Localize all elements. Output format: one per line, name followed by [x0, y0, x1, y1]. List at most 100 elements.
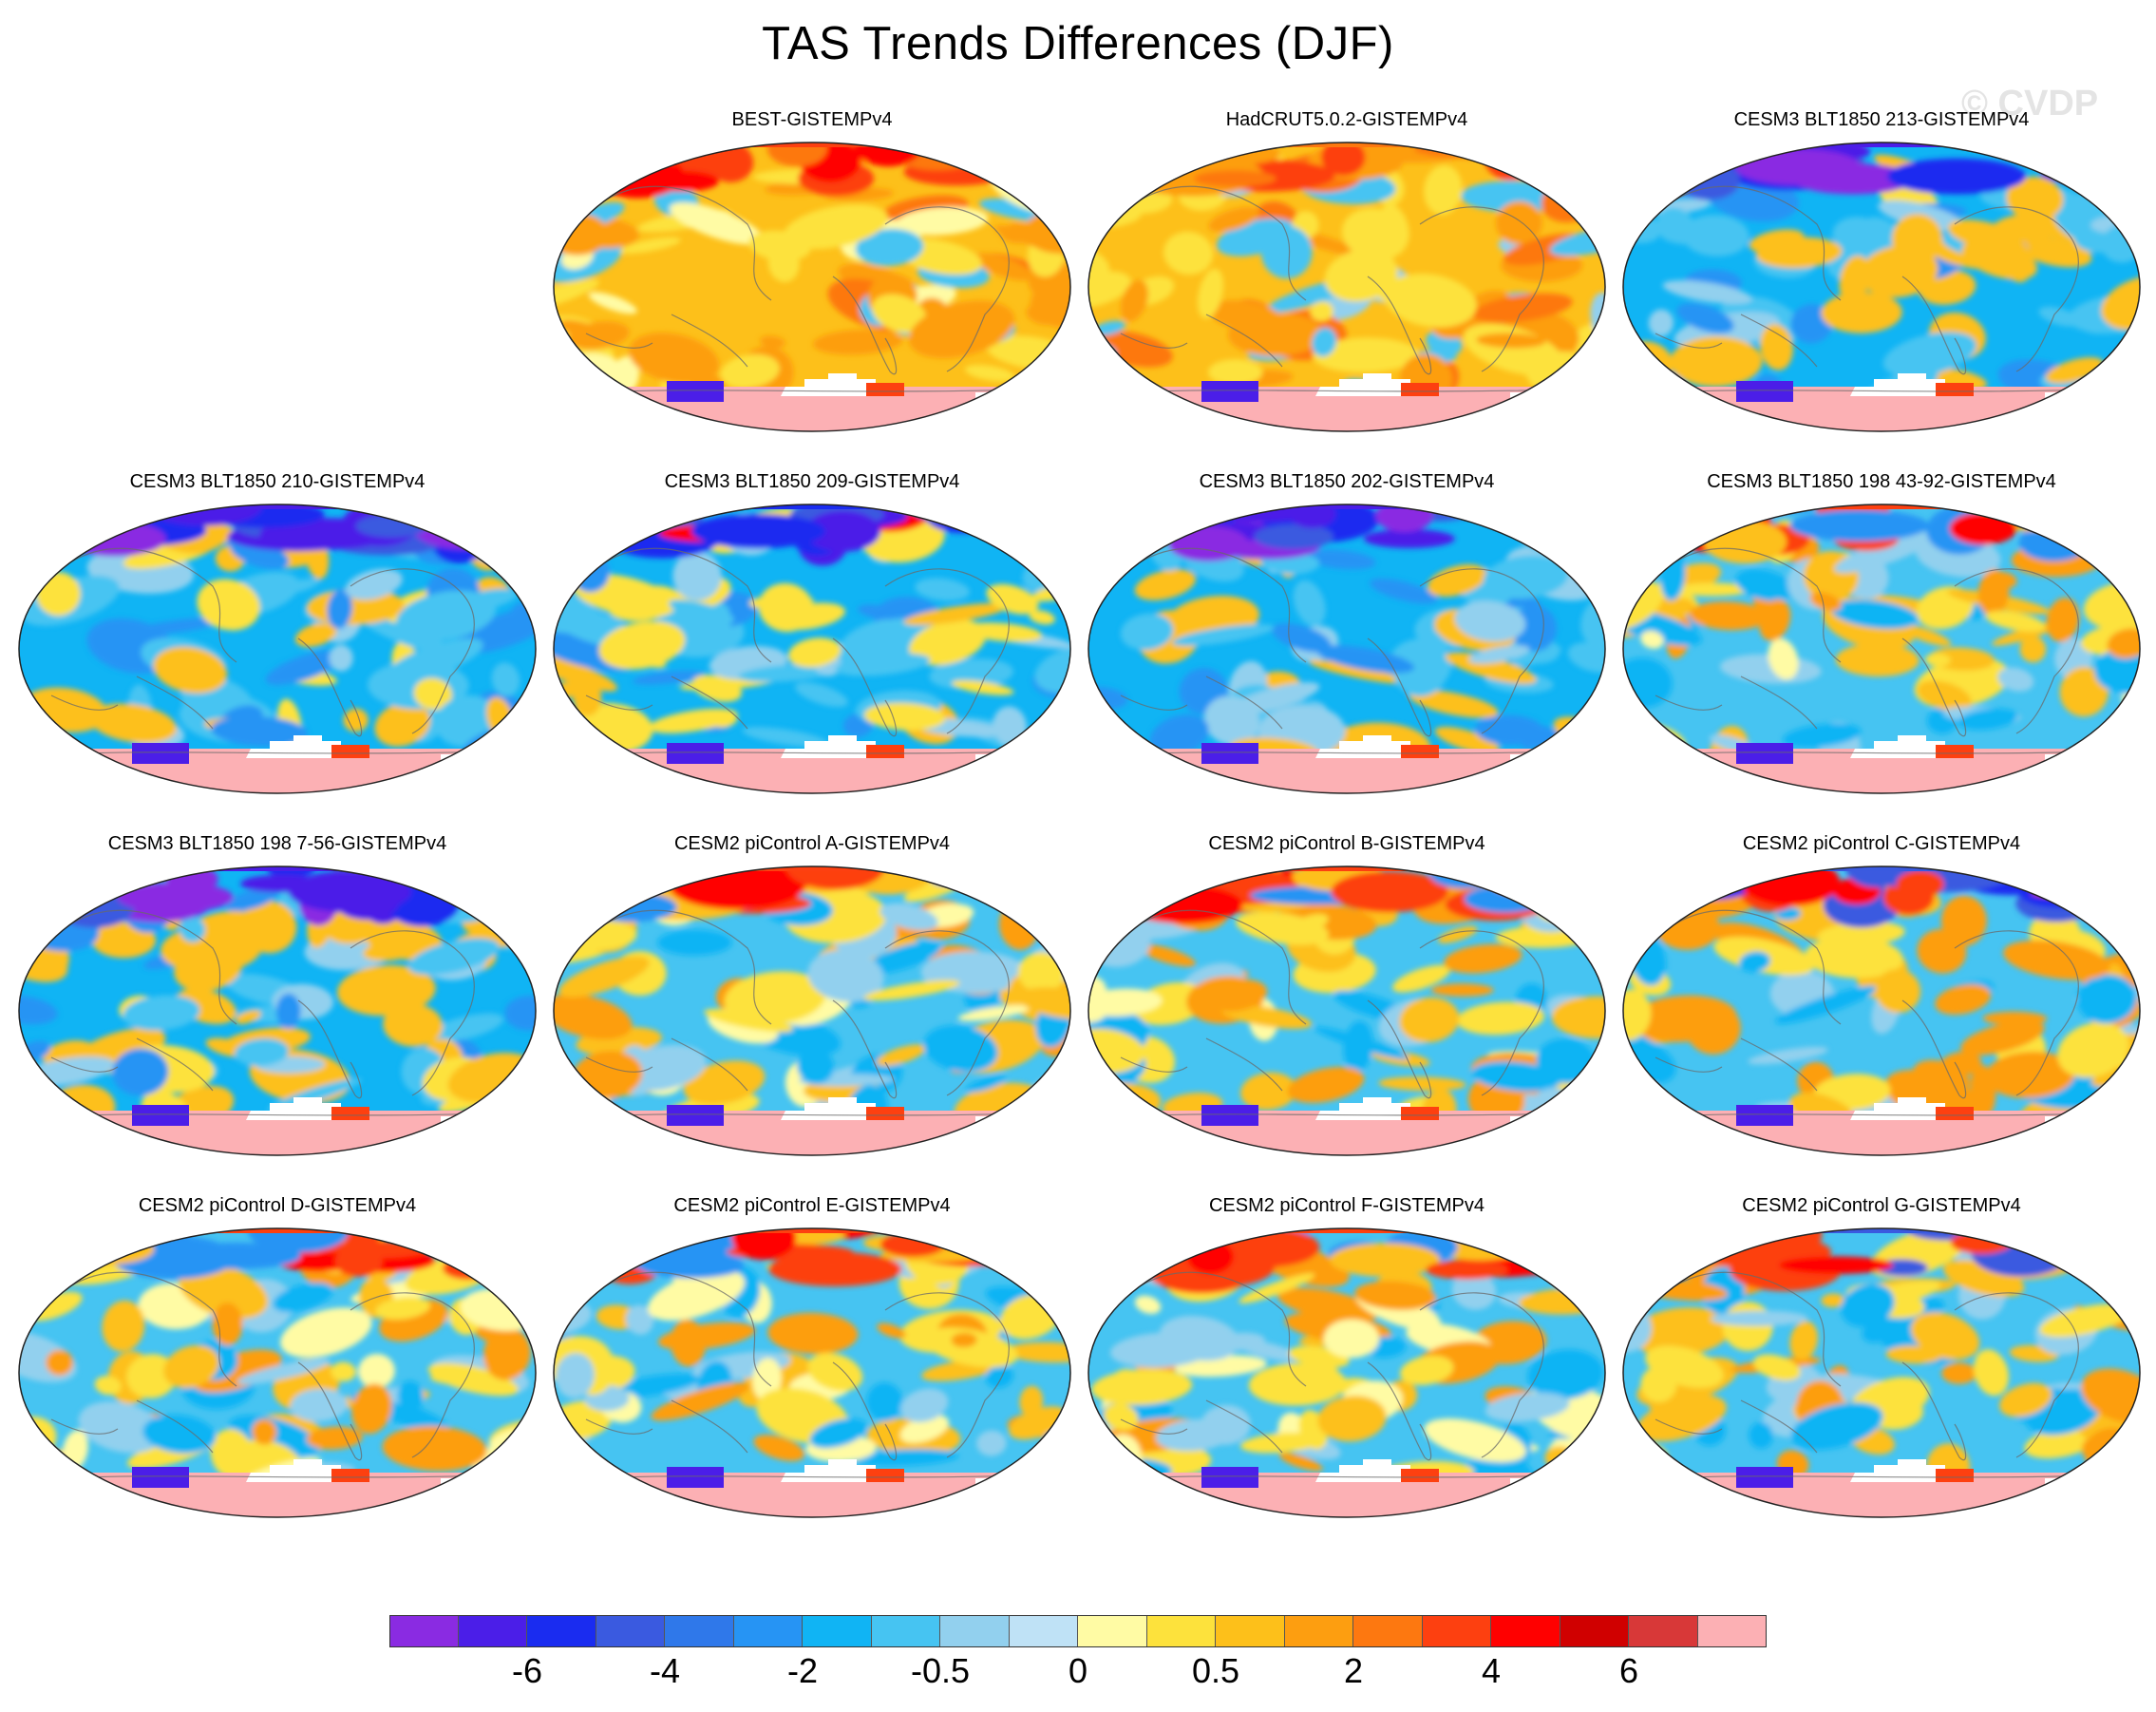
colorbar-tick-label: -4	[649, 1651, 681, 1690]
panel-title: CESM3 BLT1850 202-GISTEMPv4	[1199, 471, 1495, 492]
map-panel: CESM2 piControl A-GISTEMPv4	[544, 833, 1080, 1161]
colorbar-box	[527, 1615, 596, 1647]
global-map	[553, 866, 1071, 1156]
map-outline	[18, 504, 537, 794]
map-outline	[1622, 504, 2141, 794]
global-map	[1087, 504, 1606, 794]
global-map	[1622, 504, 2141, 794]
map-panel: CESM2 piControl F-GISTEMPv4	[1079, 1195, 1615, 1523]
global-map	[553, 1227, 1071, 1518]
global-map	[18, 866, 537, 1156]
temperature-field	[1623, 143, 2140, 431]
colorbar-box	[1146, 1615, 1216, 1647]
global-map	[1087, 142, 1606, 432]
colorbar-box	[1629, 1615, 1698, 1647]
colorbar-box	[596, 1615, 665, 1647]
map-panel: CESM2 piControl D-GISTEMPv4	[9, 1195, 545, 1523]
map-outline	[1622, 142, 2141, 432]
map-outline	[1622, 866, 2141, 1156]
panel-title: CESM2 piControl C-GISTEMPv4	[1742, 833, 2021, 854]
map-panel-grid: BEST-GISTEMPv4 HadCRUT5.0.2-GISTEMPv4 CESM…	[9, 109, 2149, 1523]
global-map	[553, 504, 1071, 794]
colorbar-box	[1216, 1615, 1285, 1647]
panel-title: CESM3 BLT1850 210-GISTEMPv4	[129, 471, 426, 492]
temperature-field	[1623, 866, 2140, 1155]
temperature-field	[19, 1228, 536, 1517]
colorbar-box	[665, 1615, 734, 1647]
figure-title: TAS Trends Differences (DJF)	[762, 18, 1394, 69]
global-map	[1622, 142, 2141, 432]
map-panel: CESM3 BLT1850 209-GISTEMPv4	[544, 471, 1080, 799]
colorbar-tick-label: 0	[1068, 1651, 1088, 1690]
map-outline	[1087, 1227, 1606, 1518]
temperature-field	[554, 504, 1070, 793]
temperature-field	[1088, 1228, 1605, 1517]
colorbar-box	[389, 1615, 459, 1647]
colorbar-tick-label: 4	[1481, 1651, 1502, 1690]
map-outline	[553, 1227, 1071, 1518]
colorbar-box	[1491, 1615, 1560, 1647]
temperature-field	[1623, 1228, 2140, 1517]
map-outline	[18, 866, 537, 1156]
colorbar-box	[1560, 1615, 1629, 1647]
panel-title: CESM2 piControl G-GISTEMPv4	[1742, 1195, 2021, 1216]
colorbar-box	[1284, 1615, 1353, 1647]
temperature-field	[19, 866, 536, 1155]
global-map	[1087, 866, 1606, 1156]
map-outline	[553, 142, 1071, 432]
panel-title: CESM2 piControl F-GISTEMPv4	[1208, 1195, 1485, 1216]
map-panel: CESM3 BLT1850 202-GISTEMPv4	[1079, 471, 1615, 799]
map-panel: CESM3 BLT1850 213-GISTEMPv4	[1614, 109, 2149, 437]
colorbar-box	[940, 1615, 1010, 1647]
panel-title: CESM3 BLT1850 209-GISTEMPv4	[664, 471, 960, 492]
colorbar	[389, 1615, 1767, 1647]
colorbar-tick-label: -0.5	[910, 1651, 971, 1690]
temperature-field	[554, 143, 1070, 431]
colorbar-box	[1353, 1615, 1423, 1647]
panel-title: CESM3 BLT1850 213-GISTEMPv4	[1733, 109, 2030, 130]
colorbar-box	[1697, 1615, 1767, 1647]
panel-title: HadCRUT5.0.2-GISTEMPv4	[1225, 109, 1468, 130]
temperature-field	[1088, 143, 1605, 431]
temperature-field	[19, 504, 536, 793]
colorbar-labels: -6 -4 -2 -0.5 0 0.5 2 4 6	[389, 1651, 1767, 1699]
colorbar-box	[1009, 1615, 1078, 1647]
panel-title: BEST-GISTEMPv4	[731, 109, 893, 130]
colorbar-box	[803, 1615, 872, 1647]
colorbar-box	[1078, 1615, 1147, 1647]
map-panel: BEST-GISTEMPv4	[544, 109, 1080, 437]
panel-title: CESM2 piControl E-GISTEMPv4	[673, 1195, 951, 1216]
global-map	[553, 142, 1071, 432]
colorbar-tick-label: 2	[1343, 1651, 1364, 1690]
map-panel: CESM3 BLT1850 210-GISTEMPv4	[9, 471, 545, 799]
colorbar-tick-label: 0.5	[1191, 1651, 1240, 1690]
map-outline	[1622, 1227, 2141, 1518]
colorbar-box	[871, 1615, 940, 1647]
map-panel: CESM2 piControl E-GISTEMPv4	[544, 1195, 1080, 1523]
cvdp-watermark: © CVDP	[1961, 84, 2099, 124]
map-outline	[1087, 866, 1606, 1156]
colorbar-box	[458, 1615, 527, 1647]
temperature-field	[554, 866, 1070, 1155]
map-outline	[553, 504, 1071, 794]
panel-title: CESM2 piControl D-GISTEMPv4	[138, 1195, 417, 1216]
temperature-field	[554, 1228, 1070, 1517]
map-panel: CESM3 BLT1850 198 7-56-GISTEMPv4	[9, 833, 545, 1161]
colorbar-tick-label: 6	[1618, 1651, 1639, 1690]
panel-title: CESM3 BLT1850 198 43-92-GISTEMPv4	[1707, 471, 2056, 492]
colorbar-tick-label: -2	[786, 1651, 819, 1690]
map-outline	[553, 866, 1071, 1156]
map-panel: CESM2 piControl B-GISTEMPv4	[1079, 833, 1615, 1161]
panel-title: CESM2 piControl A-GISTEMPv4	[673, 833, 951, 854]
panel-title: CESM2 piControl B-GISTEMPv4	[1208, 833, 1485, 854]
colorbar-box	[1422, 1615, 1491, 1647]
map-panel: CESM2 piControl C-GISTEMPv4	[1614, 833, 2149, 1161]
global-map	[18, 1227, 537, 1518]
map-outline	[1087, 142, 1606, 432]
map-outline	[18, 1227, 537, 1518]
panel-title: CESM3 BLT1850 198 7-56-GISTEMPv4	[107, 833, 447, 854]
temperature-field	[1088, 504, 1605, 793]
temperature-field	[1623, 504, 2140, 793]
map-panel: CESM2 piControl G-GISTEMPv4	[1614, 1195, 2149, 1523]
map-panel: HadCRUT5.0.2-GISTEMPv4	[1079, 109, 1615, 437]
